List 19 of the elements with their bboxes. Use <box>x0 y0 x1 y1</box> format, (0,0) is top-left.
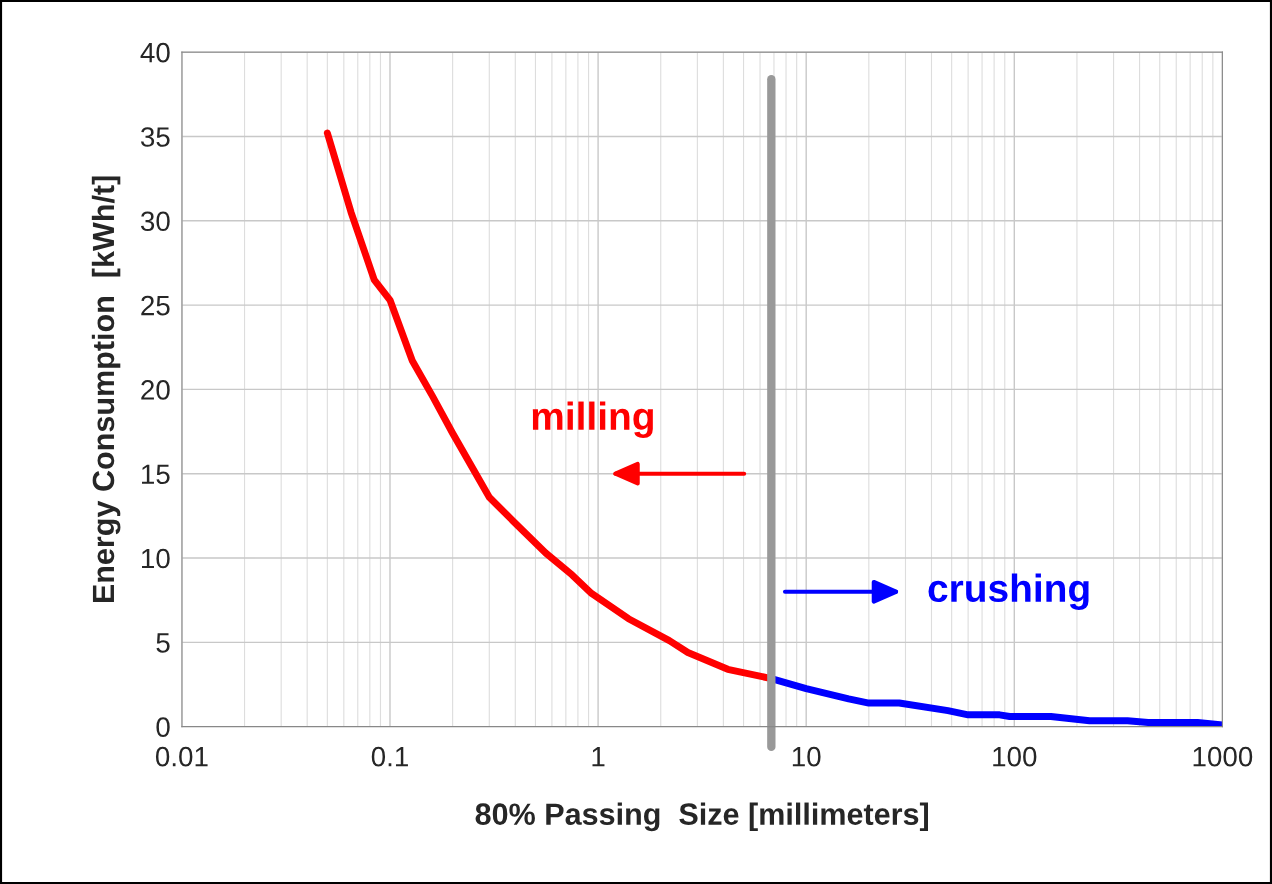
y-axis-title: Energy Consumption [kWh/t] <box>91 176 121 603</box>
x-tick-label: 100 <box>993 746 1037 767</box>
y-tick-label: 5 <box>156 633 170 653</box>
y-tick-label: 10 <box>142 548 170 569</box>
x-tick-label: 10 <box>792 746 821 767</box>
x-tick-label: 0.01 <box>155 746 208 767</box>
y-tick-label: 35 <box>140 127 170 147</box>
x-axis-title: 80% Passing Size [millimeters] <box>475 802 928 832</box>
x-tick-label: 1 <box>592 747 605 767</box>
annotation: milling <box>532 401 653 438</box>
y-tick-label: 20 <box>141 380 170 400</box>
y-tick-label: 25 <box>141 295 170 316</box>
annotation: crushing <box>928 573 1089 610</box>
x-tick-label: 1000 <box>1193 746 1253 767</box>
y-tick-label: 30 <box>140 211 170 232</box>
y-tick-label: 40 <box>140 42 170 63</box>
y-tick-label: 15 <box>142 464 170 485</box>
y-tick-label: 0 <box>156 717 170 737</box>
x-tick-label: 0.1 <box>371 746 408 767</box>
